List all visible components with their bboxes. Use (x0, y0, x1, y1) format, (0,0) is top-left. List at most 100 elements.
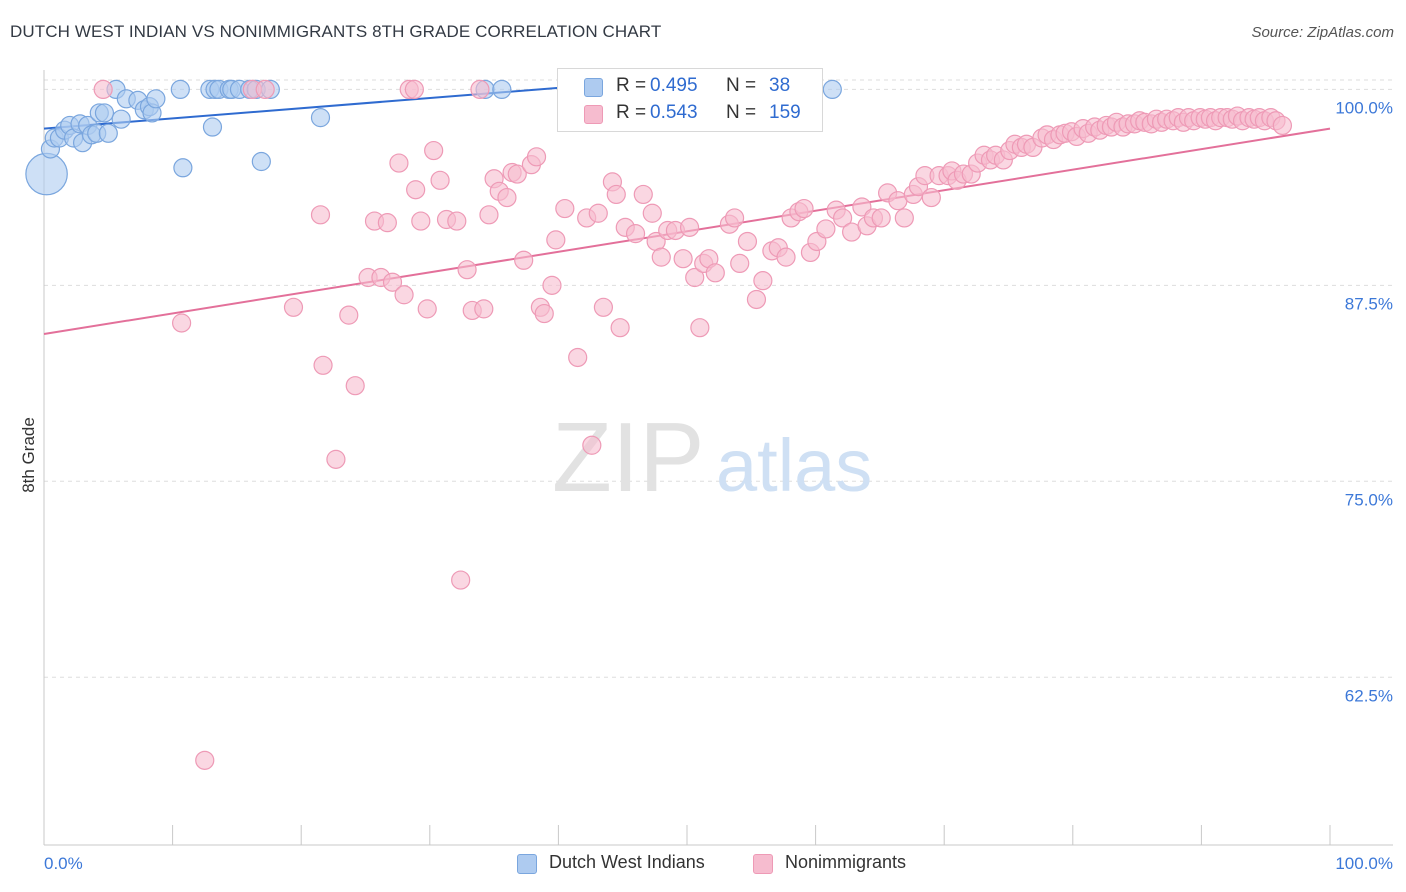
nonimmigrants-point (546, 230, 566, 250)
nonimmigrants-point (326, 449, 346, 469)
nonimmigrants-point (794, 198, 814, 219)
nonimmigrants-point (526, 147, 547, 167)
nonimmigrants-point (93, 79, 113, 100)
nonimmigrants-point (737, 231, 758, 252)
legend-r-value: 0.495 (650, 75, 698, 96)
nonimmigrants-point (679, 217, 700, 237)
dutch-west-indians-point (202, 117, 223, 137)
nonimmigrants-point (753, 271, 773, 291)
legend-n-value: 38 (769, 75, 791, 96)
legend-row-nonimmigrants: R = 0.543 N = 159 (558, 102, 822, 128)
legend-n-value: 159 (769, 102, 801, 123)
axes (43, 70, 1393, 846)
nonimmigrants-point (593, 297, 614, 317)
x-tick-label: 0.0% (44, 854, 83, 873)
bottom-legend-swatch-blue (517, 854, 537, 874)
nonimmigrants-point (424, 140, 444, 161)
nonimmigrants-point (833, 208, 853, 228)
nonimmigrants-point (746, 289, 767, 310)
y-axis-label: 8th Grade (19, 417, 38, 493)
nonimmigrants-point (555, 198, 575, 219)
nonimmigrants-point (451, 570, 471, 590)
legend-swatch-blue (584, 78, 603, 97)
dutch-west-indians-point (173, 158, 193, 178)
nonimmigrants-point (457, 260, 477, 280)
nonimmigrants-point (377, 213, 397, 233)
dutch-west-indians-point (492, 79, 512, 100)
data-points (25, 79, 1293, 770)
nonimmigrants-point (514, 250, 534, 270)
legend-r-label: R = (616, 102, 647, 123)
nonimmigrants-point (685, 267, 705, 288)
nonimmigrants-point (651, 247, 671, 267)
nonimmigrants-point (195, 750, 215, 770)
chart-title: DUTCH WEST INDIAN VS NONIMMIGRANTS 8TH G… (10, 22, 662, 41)
nonimmigrants-point (310, 205, 331, 225)
nonimmigrants-point (497, 187, 517, 208)
nonimmigrants-point (345, 376, 365, 396)
nonimmigrants-point (705, 263, 725, 283)
nonimmigrants-point (411, 211, 431, 231)
nonimmigrants-point (894, 208, 914, 228)
nonimmigrants-point (776, 247, 796, 267)
nonimmigrants-point (690, 318, 710, 338)
nonimmigrants-point (673, 249, 693, 269)
legend-n-label: N = (726, 102, 757, 123)
nonimmigrants-point (172, 313, 192, 333)
nonimmigrants-point (313, 355, 333, 375)
dutch-west-indians-point (146, 89, 166, 109)
nonimmigrants-point (382, 272, 403, 292)
nonimmigrants-point (339, 305, 359, 325)
dutch-west-indians-point (251, 151, 271, 172)
nonimmigrants-point (606, 184, 626, 205)
x-tick-label: 100.0% (1335, 854, 1393, 873)
legend-swatch-pink (584, 105, 603, 124)
nonimmigrants-point (255, 79, 275, 100)
nonimmigrants-point (389, 153, 409, 173)
dutch-west-indians-point (25, 152, 68, 196)
bottom-legend-swatch-pink (753, 854, 773, 874)
watermark-zip: ZIP (552, 402, 704, 512)
nonimmigrants-point (534, 303, 554, 324)
nonimmigrants-point (642, 203, 662, 223)
nonimmigrants-point (1272, 115, 1293, 136)
legend-r-value: 0.543 (650, 102, 698, 123)
legend-row-dutch-west-indians: R = 0.495 N = 38 (558, 75, 822, 101)
y-tick-label: 87.5% (1345, 294, 1393, 313)
nonimmigrants-point (283, 297, 304, 317)
grid-lines (44, 79, 1393, 678)
dutch-west-indians-point (98, 123, 118, 143)
nonimmigrants-point (406, 180, 426, 200)
nonimmigrants-point (404, 79, 424, 100)
nonimmigrants-point (610, 318, 630, 338)
nonimmigrants-point (507, 164, 527, 184)
bottom-legend-label: Dutch West Indians (549, 852, 705, 872)
nonimmigrants-point (871, 208, 891, 228)
dutch-west-indians-point (170, 79, 190, 100)
nonimmigrants-point (394, 285, 414, 305)
y-tick-label: 75.0% (1345, 490, 1393, 509)
bottom-legend-label: Nonimmigrants (785, 852, 907, 872)
nonimmigrants-point (474, 299, 494, 319)
dutch-west-indians-point (822, 79, 842, 100)
stats-legend: R = 0.495 N = 38 R = 0.543 N = 159 (557, 68, 823, 132)
legend-r-label: R = (616, 75, 647, 96)
nonimmigrants-point (470, 79, 490, 100)
legend-n-label: N = (726, 75, 757, 96)
nonimmigrants-point (625, 224, 646, 244)
nonimmigrants-point (568, 347, 588, 368)
nonimmigrants-point (542, 275, 562, 295)
nonimmigrants-point (724, 208, 745, 228)
nonimmigrants-point (588, 203, 608, 223)
nonimmigrants-point (633, 184, 653, 205)
watermark-atlas: atlas (716, 424, 872, 507)
nonimmigrants-point (816, 219, 836, 239)
nonimmigrants-point (921, 187, 941, 208)
dutch-west-indians-point (94, 103, 115, 123)
nonimmigrants-point (479, 205, 499, 225)
nonimmigrants-point (417, 299, 437, 319)
dutch-west-indians-point (111, 109, 131, 129)
nonimmigrants-point (582, 435, 602, 455)
